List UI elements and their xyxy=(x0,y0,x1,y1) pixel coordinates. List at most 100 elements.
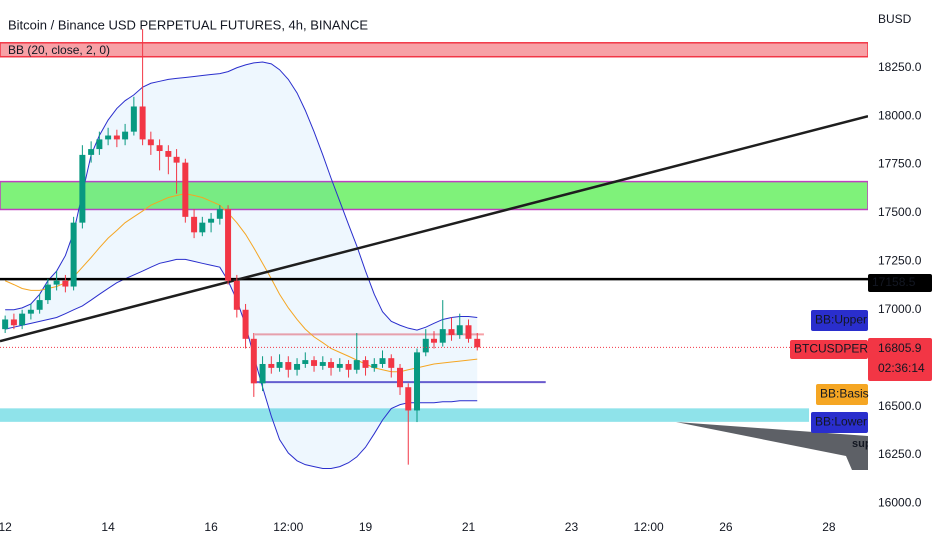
candle-body xyxy=(319,362,326,366)
candle-body xyxy=(276,362,283,368)
candle-body xyxy=(225,209,232,281)
x-tick-label: 19 xyxy=(359,520,373,534)
candle-body xyxy=(353,360,360,370)
candle-body xyxy=(216,209,223,219)
callout-shape xyxy=(676,422,868,470)
candle-body xyxy=(96,139,103,150)
candle-body xyxy=(147,139,154,146)
candle-body xyxy=(259,363,266,384)
candle-body xyxy=(156,145,163,152)
candle-body xyxy=(173,156,180,163)
y-tick-label: 17250.0 xyxy=(878,254,922,268)
candle-body xyxy=(250,338,257,384)
series-badge-text: BB:Lower xyxy=(815,415,867,429)
candle-body xyxy=(362,360,369,368)
zone xyxy=(0,42,868,58)
candle-body xyxy=(105,135,112,140)
candle-body xyxy=(191,216,198,233)
candle-body xyxy=(371,363,378,368)
symbol-badge xyxy=(790,340,868,359)
series-badge-text: BB:Basis xyxy=(820,387,869,401)
candle-body xyxy=(414,352,421,411)
x-tick-label: 26 xyxy=(719,520,733,534)
series-badge-text: BB:Upper xyxy=(815,313,867,327)
x-tick-label: 21 xyxy=(462,520,476,534)
candle-body xyxy=(439,329,446,343)
candle-body xyxy=(311,360,318,366)
zone xyxy=(0,180,868,211)
y-tick-label: 16250.0 xyxy=(878,447,922,461)
candle-body xyxy=(233,280,240,310)
candle-body xyxy=(36,300,43,310)
candle-body xyxy=(405,387,412,411)
candle-body xyxy=(44,284,51,301)
candle-body xyxy=(208,218,215,223)
candle-body xyxy=(70,222,77,287)
candle-body xyxy=(242,309,249,339)
candle-body xyxy=(268,363,275,368)
series-badge xyxy=(811,412,868,433)
y-tick-label: 17500.0 xyxy=(878,205,922,219)
x-tick-label: 28 xyxy=(822,520,836,534)
candle-body xyxy=(130,106,137,132)
candle-body xyxy=(62,280,69,287)
x-tick-label: 14 xyxy=(101,520,115,534)
candle-body xyxy=(474,338,481,348)
y-tick-label: 17750.0 xyxy=(878,157,922,171)
candle-body xyxy=(139,106,146,140)
time-axis xyxy=(0,515,868,550)
zone xyxy=(0,408,810,422)
x-tick-label: 23 xyxy=(565,520,579,534)
x-tick-label: 12 xyxy=(0,520,12,534)
candle-body xyxy=(122,131,129,140)
axis-unit: BUSD xyxy=(878,12,912,26)
candle-body xyxy=(199,222,206,233)
y-tick-label: 18250.0 xyxy=(878,60,922,74)
candle-body xyxy=(294,363,301,370)
hline-badge xyxy=(868,274,932,292)
candle-body xyxy=(2,319,9,330)
candle-body xyxy=(397,367,404,388)
annotation: sup xyxy=(852,438,872,450)
x-tick-label: 16 xyxy=(204,520,218,534)
candle-body xyxy=(336,363,343,368)
candle-body xyxy=(431,338,437,343)
candle-body xyxy=(456,325,463,335)
x-tick-label: 12:00 xyxy=(273,520,303,534)
candle-body xyxy=(465,325,472,339)
candle-body xyxy=(302,360,309,364)
candle-body xyxy=(328,362,335,368)
symbol-badge-text: BTCUSDPERP xyxy=(794,342,876,356)
y-tick-label: 16500.0 xyxy=(878,399,922,413)
y-tick-label: 16000.0 xyxy=(878,496,922,510)
candle-body xyxy=(88,149,95,155)
candle-body xyxy=(422,338,429,353)
price-badge-text: 16805.9 xyxy=(878,341,922,355)
candle-body xyxy=(27,309,34,314)
x-tick-label: 12:00 xyxy=(634,520,664,534)
bb-line xyxy=(5,258,478,470)
plot-area: sup xyxy=(0,29,872,470)
candle-body xyxy=(448,329,455,335)
y-tick-label: 18000.0 xyxy=(878,108,922,122)
candle-body xyxy=(19,313,26,326)
countdown-text: 02:36:14 xyxy=(878,361,925,375)
candle-body xyxy=(285,362,292,370)
candle-body xyxy=(53,280,60,285)
candle-body xyxy=(165,151,172,157)
price-badge xyxy=(868,338,932,381)
trend-line xyxy=(0,114,868,343)
series-badge xyxy=(816,384,868,405)
series-badge xyxy=(811,310,868,331)
candle-body xyxy=(345,363,352,370)
y-tick-label: 17000.0 xyxy=(878,302,922,316)
candle-body xyxy=(182,162,189,217)
chart-title: Bitcoin / Binance USD PERPETUAL FUTURES,… xyxy=(8,17,368,32)
candle-body xyxy=(10,319,17,326)
candle-body xyxy=(79,154,86,223)
candle-body xyxy=(113,135,120,140)
indicator-label: BB (20, close, 2, 0) xyxy=(8,43,110,57)
candle-body xyxy=(379,358,386,364)
candle-body xyxy=(388,358,395,368)
